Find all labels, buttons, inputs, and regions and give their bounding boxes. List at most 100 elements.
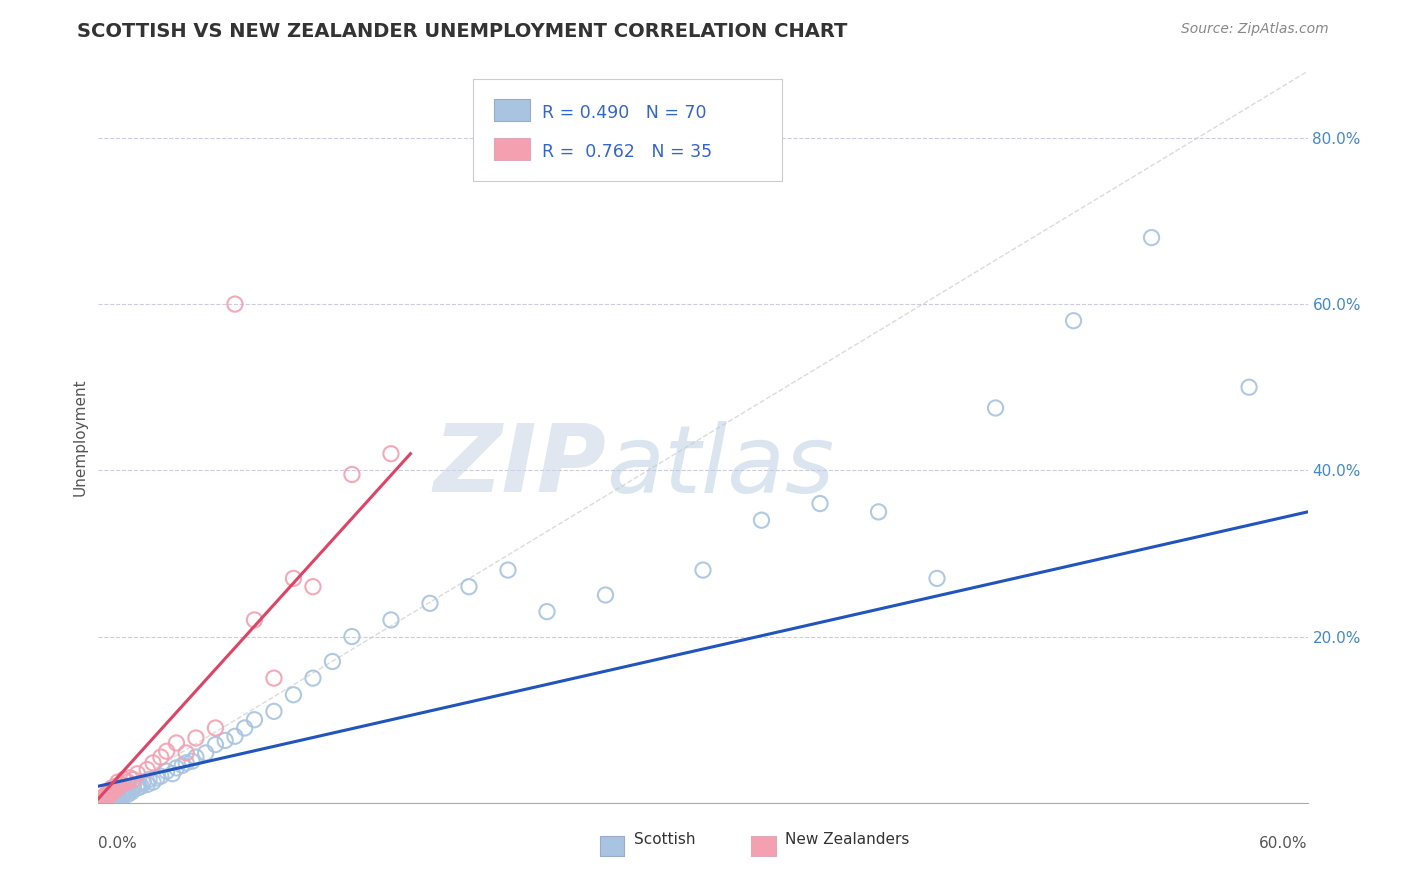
Point: [419, 596, 441, 610]
Point: [165, 761, 187, 775]
Point: [128, 780, 150, 794]
Point: [107, 775, 129, 789]
Point: [136, 778, 159, 792]
Point: [107, 788, 129, 802]
Point: [243, 613, 266, 627]
Point: [117, 775, 139, 789]
Point: [204, 738, 226, 752]
Point: [142, 756, 165, 770]
Text: R = 0.490   N = 70: R = 0.490 N = 70: [543, 104, 707, 122]
Point: [122, 782, 145, 797]
Point: [96, 788, 118, 802]
Point: [103, 786, 125, 800]
Point: [302, 580, 325, 594]
Text: R =  0.762   N = 35: R = 0.762 N = 35: [543, 143, 713, 161]
Point: [181, 754, 204, 768]
Point: [122, 772, 145, 787]
Point: [127, 780, 149, 795]
Point: [127, 778, 149, 792]
Point: [340, 630, 363, 644]
Point: [107, 780, 129, 795]
Point: [117, 788, 139, 802]
Point: [101, 786, 124, 800]
Point: [595, 588, 617, 602]
Point: [138, 772, 160, 787]
Point: [111, 778, 134, 792]
Point: [243, 713, 266, 727]
Point: [458, 580, 481, 594]
Point: [101, 789, 124, 803]
Point: [103, 783, 125, 797]
Point: [127, 766, 149, 780]
Y-axis label: Unemployment: Unemployment: [72, 378, 87, 496]
Point: [162, 766, 184, 780]
Text: Source: ZipAtlas.com: Source: ZipAtlas.com: [1181, 22, 1329, 37]
Point: [1063, 314, 1085, 328]
Text: ZIP: ZIP: [433, 420, 606, 512]
Point: [868, 505, 890, 519]
Point: [184, 750, 207, 764]
Point: [233, 721, 256, 735]
Point: [1140, 230, 1163, 244]
Point: [321, 655, 343, 669]
Point: [156, 764, 179, 779]
Point: [93, 789, 115, 804]
Bar: [494, 99, 530, 121]
Text: New Zealanders: New Zealanders: [785, 832, 910, 847]
Point: [204, 721, 226, 735]
Point: [107, 789, 129, 804]
Point: [98, 783, 121, 797]
Point: [224, 729, 246, 743]
Point: [117, 780, 139, 795]
Point: [107, 789, 129, 804]
Point: [184, 731, 207, 745]
FancyBboxPatch shape: [474, 78, 782, 181]
Point: [165, 736, 187, 750]
Point: [121, 785, 143, 799]
Point: [172, 758, 194, 772]
Point: [112, 772, 135, 787]
Point: [283, 571, 305, 585]
Point: [984, 401, 1007, 415]
Point: [146, 771, 169, 785]
Point: [101, 790, 124, 805]
Point: [118, 783, 141, 797]
Point: [103, 789, 125, 804]
Point: [107, 786, 129, 800]
Point: [118, 771, 141, 785]
Point: [224, 297, 246, 311]
Point: [283, 688, 305, 702]
Point: [174, 746, 197, 760]
Point: [96, 790, 118, 805]
Text: atlas: atlas: [606, 421, 835, 512]
Point: [149, 769, 172, 783]
Point: [149, 750, 172, 764]
Point: [111, 789, 134, 803]
Point: [214, 733, 236, 747]
Bar: [494, 138, 530, 160]
Point: [751, 513, 773, 527]
Point: [380, 447, 402, 461]
Point: [340, 467, 363, 482]
Point: [496, 563, 519, 577]
Point: [194, 746, 217, 760]
Point: [142, 775, 165, 789]
Point: [107, 791, 129, 805]
Point: [536, 605, 558, 619]
Bar: [600, 836, 624, 856]
Point: [925, 571, 948, 585]
Point: [97, 789, 120, 804]
Point: [302, 671, 325, 685]
Point: [263, 705, 285, 719]
Point: [692, 563, 714, 577]
Point: [132, 775, 155, 789]
Point: [104, 779, 127, 793]
Point: [104, 786, 127, 800]
Point: [97, 791, 120, 805]
Point: [380, 613, 402, 627]
Point: [104, 789, 127, 804]
Point: [174, 756, 197, 770]
Point: [808, 497, 831, 511]
Point: [263, 671, 285, 685]
Point: [97, 786, 120, 800]
